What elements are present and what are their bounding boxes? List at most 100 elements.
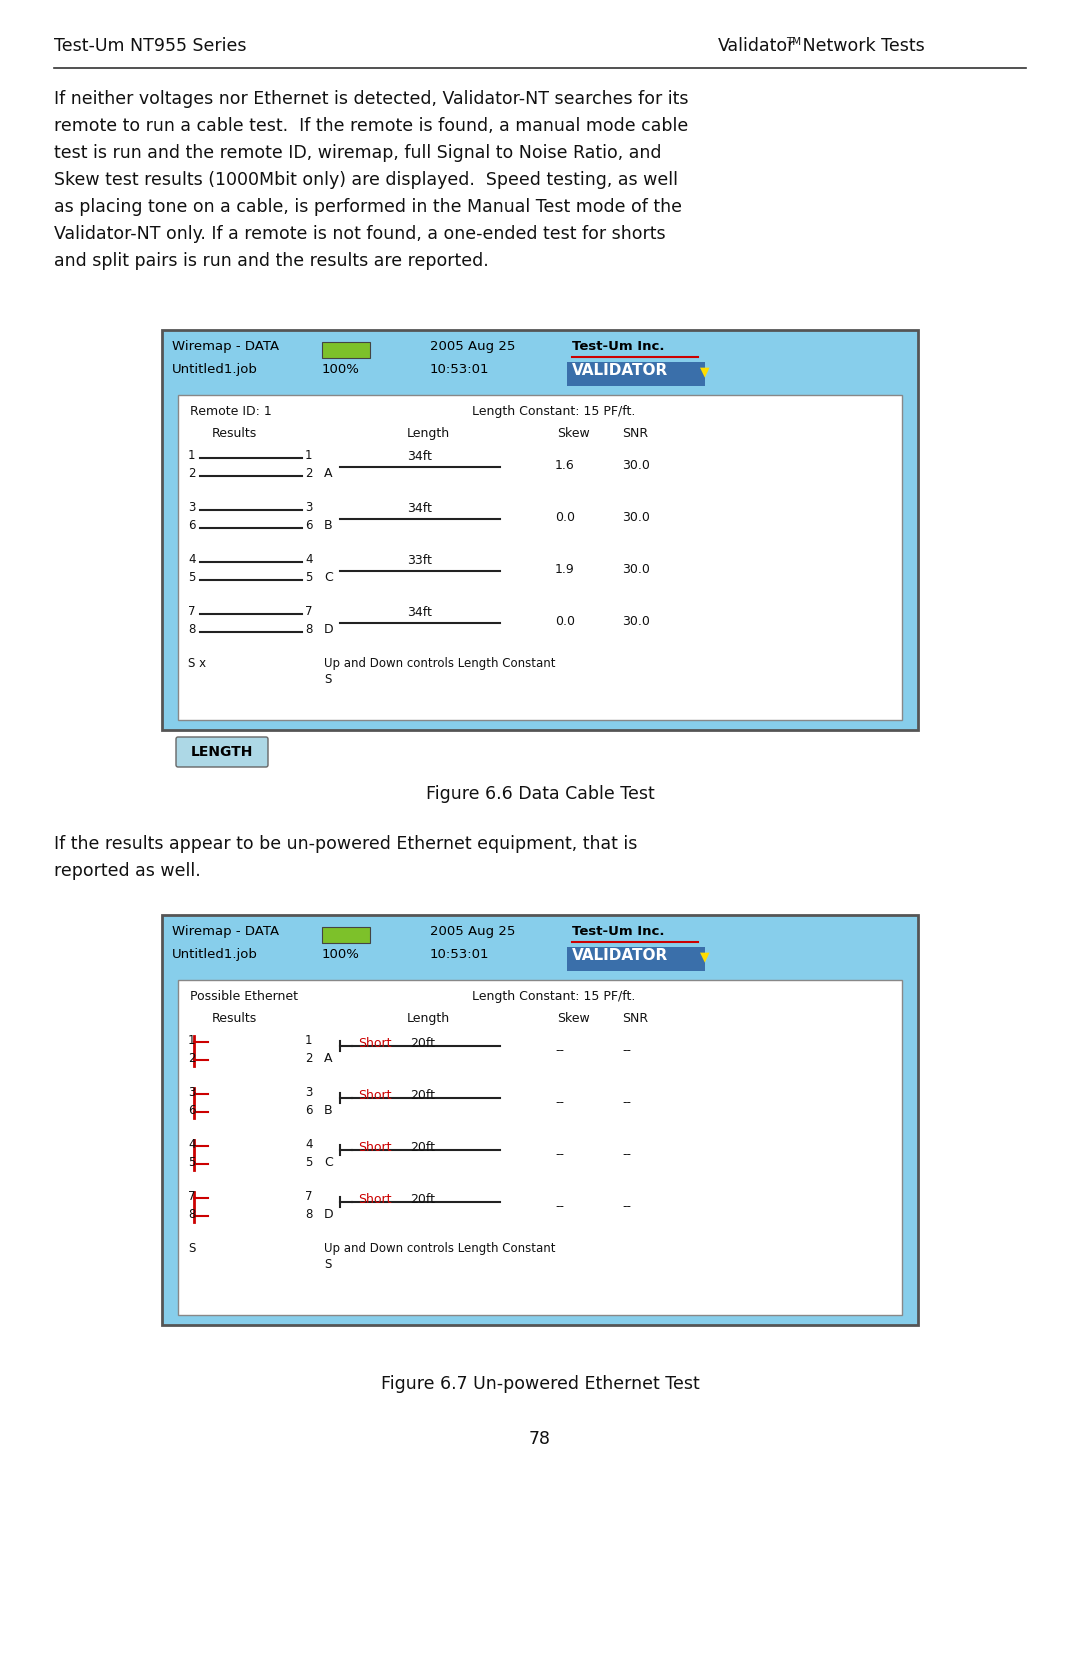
Text: SNR: SNR	[622, 427, 648, 441]
Text: Test-Um NT955 Series: Test-Um NT955 Series	[54, 37, 246, 55]
Text: 4: 4	[188, 1138, 195, 1152]
Text: 5: 5	[188, 571, 195, 584]
Text: Skew test results (1000Mbit only) are displayed.  Speed testing, as well: Skew test results (1000Mbit only) are di…	[54, 170, 678, 189]
Text: 2: 2	[188, 1051, 195, 1065]
Text: S: S	[188, 1242, 195, 1255]
FancyBboxPatch shape	[178, 396, 902, 719]
Text: 4: 4	[305, 1138, 312, 1152]
Text: 7: 7	[305, 1190, 312, 1203]
FancyBboxPatch shape	[322, 926, 370, 943]
Text: Length: Length	[407, 427, 450, 441]
Text: LENGTH: LENGTH	[191, 744, 253, 759]
Text: 30.0: 30.0	[622, 614, 650, 628]
Text: S x: S x	[188, 658, 206, 669]
Text: 30.0: 30.0	[622, 562, 650, 576]
Text: reported as well.: reported as well.	[54, 861, 201, 880]
Text: 1: 1	[188, 449, 195, 462]
Text: 20ft: 20ft	[410, 1036, 435, 1050]
Text: 4: 4	[305, 552, 312, 566]
Text: Up and Down controls Length Constant: Up and Down controls Length Constant	[324, 1242, 555, 1255]
Text: as placing tone on a cable, is performed in the Manual Test mode of the: as placing tone on a cable, is performed…	[54, 199, 681, 215]
Text: 1: 1	[305, 1035, 312, 1046]
Text: 20ft: 20ft	[410, 1193, 435, 1207]
Text: 30.0: 30.0	[622, 511, 650, 524]
Text: C: C	[324, 1157, 333, 1168]
Text: VALIDATOR: VALIDATOR	[572, 948, 669, 963]
Text: 34ft: 34ft	[407, 451, 432, 462]
Text: 7: 7	[305, 604, 312, 618]
FancyBboxPatch shape	[567, 946, 705, 971]
Text: S: S	[324, 1258, 332, 1272]
Text: Length: Length	[407, 1011, 450, 1025]
Text: 3: 3	[188, 501, 195, 514]
Text: --: --	[622, 1200, 631, 1213]
FancyBboxPatch shape	[162, 330, 918, 729]
Text: 1.6: 1.6	[555, 459, 575, 472]
Text: If the results appear to be un-powered Ethernet equipment, that is: If the results appear to be un-powered E…	[54, 834, 637, 853]
Text: SNR: SNR	[622, 1011, 648, 1025]
FancyBboxPatch shape	[162, 915, 918, 1325]
Text: --: --	[622, 1097, 631, 1108]
Text: Results: Results	[212, 427, 257, 441]
Text: Untitled1.job: Untitled1.job	[172, 948, 258, 961]
FancyBboxPatch shape	[567, 362, 705, 386]
Text: 5: 5	[305, 571, 312, 584]
Text: 30.0: 30.0	[622, 459, 650, 472]
Text: Length Constant: 15 PF/ft.: Length Constant: 15 PF/ft.	[472, 990, 635, 1003]
Text: 8: 8	[305, 623, 312, 636]
Text: Figure 6.6 Data Cable Test: Figure 6.6 Data Cable Test	[426, 784, 654, 803]
Text: 8: 8	[188, 623, 195, 636]
Text: 8: 8	[305, 1208, 312, 1222]
Text: VALIDATOR: VALIDATOR	[572, 362, 669, 377]
Text: 2: 2	[188, 467, 195, 481]
Text: --: --	[555, 1097, 564, 1108]
Text: 6: 6	[188, 519, 195, 532]
Text: A: A	[324, 1051, 333, 1065]
Text: Short: Short	[357, 1036, 391, 1050]
Text: 10:53:01: 10:53:01	[430, 362, 489, 376]
Text: Possible Ethernet: Possible Ethernet	[190, 990, 298, 1003]
Text: Test-Um Inc.: Test-Um Inc.	[572, 925, 664, 938]
Text: Untitled1.job: Untitled1.job	[172, 362, 258, 376]
Text: 2: 2	[305, 1051, 312, 1065]
Text: Test-Um Inc.: Test-Um Inc.	[572, 340, 664, 354]
Text: ▼: ▼	[700, 950, 710, 963]
Text: Short: Short	[357, 1193, 391, 1207]
Text: 0.0: 0.0	[555, 511, 575, 524]
Text: 34ft: 34ft	[407, 502, 432, 516]
Text: S: S	[324, 673, 332, 686]
Text: Results: Results	[212, 1011, 257, 1025]
Text: 33ft: 33ft	[407, 554, 432, 567]
Text: If neither voltages nor Ethernet is detected, Validator-NT searches for its: If neither voltages nor Ethernet is dete…	[54, 90, 689, 108]
Text: Length Constant: 15 PF/ft.: Length Constant: 15 PF/ft.	[472, 406, 635, 417]
Text: 34ft: 34ft	[407, 606, 432, 619]
Text: 1: 1	[305, 449, 312, 462]
Text: Validator-NT only. If a remote is not found, a one-ended test for shorts: Validator-NT only. If a remote is not fo…	[54, 225, 665, 244]
Text: 20ft: 20ft	[410, 1142, 435, 1153]
Text: 2: 2	[305, 467, 312, 481]
Text: --: --	[555, 1045, 564, 1056]
Text: D: D	[324, 1208, 334, 1222]
Text: A: A	[324, 467, 333, 481]
FancyBboxPatch shape	[178, 980, 902, 1315]
Text: 0.0: 0.0	[555, 614, 575, 628]
Text: 3: 3	[188, 1087, 195, 1098]
Text: 2005 Aug 25: 2005 Aug 25	[430, 340, 515, 354]
Text: --: --	[555, 1148, 564, 1162]
Text: ▼: ▼	[700, 366, 710, 377]
Text: 5: 5	[188, 1157, 195, 1168]
Text: Up and Down controls Length Constant: Up and Down controls Length Constant	[324, 658, 555, 669]
Text: C: C	[324, 571, 333, 584]
Text: --: --	[622, 1045, 631, 1056]
Text: B: B	[324, 519, 333, 532]
Text: 100%: 100%	[322, 362, 360, 376]
Text: Short: Short	[357, 1142, 391, 1153]
Text: 1.9: 1.9	[555, 562, 575, 576]
Text: 2005 Aug 25: 2005 Aug 25	[430, 925, 515, 938]
Text: 7: 7	[188, 604, 195, 618]
Text: remote to run a cable test.  If the remote is found, a manual mode cable: remote to run a cable test. If the remot…	[54, 117, 688, 135]
FancyBboxPatch shape	[176, 738, 268, 768]
Text: Wiremap - DATA: Wiremap - DATA	[172, 340, 279, 354]
Text: 3: 3	[305, 501, 312, 514]
Text: TM: TM	[786, 37, 801, 47]
